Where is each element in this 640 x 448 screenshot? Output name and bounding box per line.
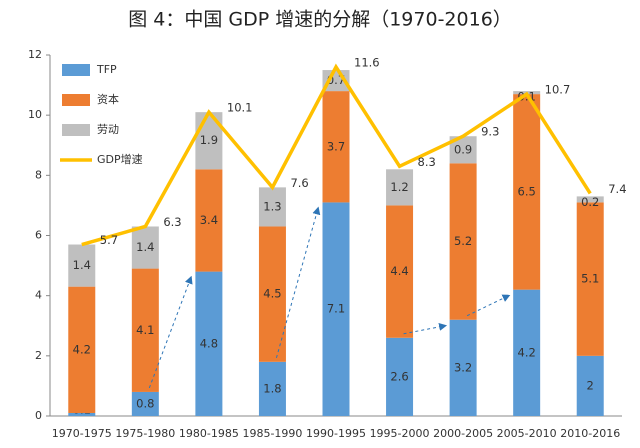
legend-label: TFP bbox=[96, 63, 117, 76]
bar-segment bbox=[449, 163, 477, 320]
legend-label: 资本 bbox=[97, 92, 119, 106]
bar-segment bbox=[195, 169, 223, 272]
value-label: 4.2 bbox=[73, 342, 91, 356]
bar-segment bbox=[513, 94, 541, 290]
line-label: 7.4 bbox=[608, 182, 626, 196]
line-series bbox=[81, 63, 592, 247]
value-label: 4.8 bbox=[200, 336, 218, 350]
value-label: 4.1 bbox=[136, 323, 154, 337]
line-label: 9.3 bbox=[481, 125, 499, 139]
bar-segment bbox=[576, 202, 604, 356]
line-label: 10.7 bbox=[545, 83, 571, 97]
value-label: 0.8 bbox=[136, 396, 154, 410]
x-tick-label: 2005-2010 bbox=[497, 427, 557, 440]
value-label: 1.9 bbox=[200, 133, 218, 147]
legend-swatch bbox=[62, 124, 90, 136]
bar-segment bbox=[68, 286, 96, 413]
value-label: 7.1 bbox=[327, 302, 345, 316]
y-tick-label: 12 bbox=[28, 48, 42, 61]
value-label: 2.6 bbox=[390, 369, 408, 383]
legend-swatch bbox=[62, 64, 90, 76]
legend-label: GDP增速 bbox=[97, 152, 143, 166]
bar-segment bbox=[322, 202, 350, 416]
bar-segment bbox=[131, 268, 159, 392]
bar-segment bbox=[449, 319, 477, 416]
bar-segment bbox=[386, 205, 414, 338]
value-label: 5.2 bbox=[454, 234, 472, 248]
value-label: 4.2 bbox=[518, 345, 536, 359]
x-tick-label: 1990-1995 bbox=[306, 427, 366, 440]
trend-arrow bbox=[148, 275, 193, 389]
x-tick-label: 2000-2005 bbox=[433, 427, 493, 440]
legend-swatch bbox=[62, 94, 90, 106]
x-tick-label: 1980-1985 bbox=[179, 427, 239, 440]
line-label: 8.3 bbox=[418, 155, 436, 169]
x-tick-label: 1985-1990 bbox=[242, 427, 302, 440]
bar-segment bbox=[68, 244, 96, 287]
value-label: 5.1 bbox=[581, 272, 599, 286]
y-tick-label: 2 bbox=[35, 349, 42, 362]
trend-arrow bbox=[403, 322, 448, 335]
chart-title: 图 4：中国 GDP 增速的分解（1970-2016） bbox=[128, 9, 512, 31]
bar-segment bbox=[131, 226, 159, 269]
trend-arrow bbox=[275, 206, 321, 358]
bar-segment bbox=[131, 391, 159, 416]
x-tick-label: 1975-1980 bbox=[115, 427, 175, 440]
bar-segment bbox=[386, 337, 414, 416]
value-label: 3.7 bbox=[327, 139, 345, 153]
value-label: 1.3 bbox=[263, 199, 281, 213]
line-label: 10.1 bbox=[227, 101, 253, 115]
bar-segment bbox=[576, 196, 604, 203]
trend-arrow bbox=[466, 294, 511, 317]
value-label: 1.2 bbox=[390, 180, 408, 194]
line-label: 7.6 bbox=[290, 176, 308, 190]
value-label: 3.2 bbox=[454, 360, 472, 374]
bar-segment bbox=[195, 271, 223, 416]
value-label: 0.9 bbox=[454, 142, 472, 156]
y-tick-label: 0 bbox=[35, 409, 42, 422]
bar-segment bbox=[258, 361, 286, 416]
line-label: 6.3 bbox=[163, 215, 181, 229]
x-tick-label: 1995-2000 bbox=[370, 427, 430, 440]
line-label: 11.6 bbox=[354, 56, 380, 70]
value-label: 4.5 bbox=[263, 287, 281, 301]
value-label: 6.5 bbox=[518, 184, 536, 198]
bar-segment bbox=[513, 289, 541, 416]
value-label: 4.4 bbox=[390, 264, 408, 278]
legend-label: 劳动 bbox=[97, 123, 119, 136]
value-label: 1.4 bbox=[136, 240, 154, 254]
bar-segment bbox=[386, 169, 414, 206]
value-label: 2 bbox=[587, 378, 594, 392]
y-tick-label: 8 bbox=[35, 168, 42, 181]
line-label: 5.7 bbox=[100, 233, 118, 247]
value-label: 0.2 bbox=[581, 195, 599, 209]
bar-segment bbox=[322, 91, 350, 203]
value-label: 3.4 bbox=[200, 213, 218, 227]
bar-segment bbox=[258, 187, 286, 227]
y-tick-label: 10 bbox=[28, 108, 42, 121]
y-tick-label: 4 bbox=[35, 289, 42, 302]
value-label: 1.8 bbox=[263, 381, 281, 395]
y-tick-label: 6 bbox=[35, 229, 42, 242]
bar-segment bbox=[576, 355, 604, 416]
value-label: 1.4 bbox=[73, 258, 91, 272]
bar-segment bbox=[68, 412, 96, 416]
x-tick-label: 1970-1975 bbox=[52, 427, 112, 440]
x-tick-label: 2010-2016 bbox=[560, 427, 620, 440]
